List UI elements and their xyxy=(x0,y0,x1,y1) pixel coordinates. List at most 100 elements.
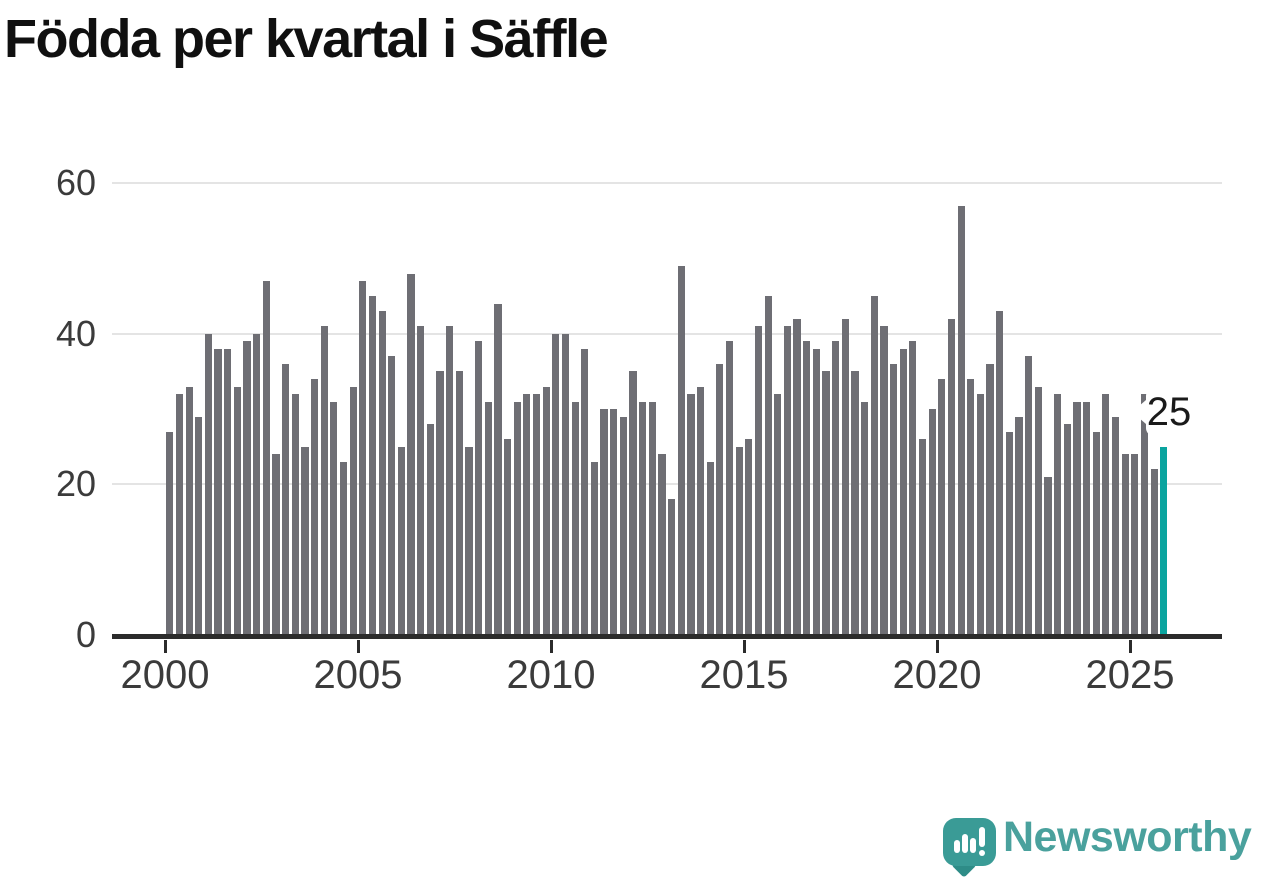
bar-2010-q1 xyxy=(552,333,560,635)
x-tick-2025 xyxy=(1128,640,1132,653)
bar-2021-q4 xyxy=(1005,431,1013,635)
bar-2019-q1 xyxy=(899,348,907,635)
bar-2001-q4 xyxy=(233,386,241,635)
bar-2006-q1 xyxy=(397,446,405,635)
bar-2002-q1 xyxy=(243,341,251,635)
bar-2003-q1 xyxy=(282,363,290,635)
bar-2004-q4 xyxy=(349,386,357,635)
bar-2008-q4 xyxy=(503,439,512,635)
bar-2004-q2 xyxy=(330,401,338,635)
x-tick-2005 xyxy=(356,640,360,653)
x-axis-label-2005: 2005 xyxy=(313,653,403,697)
bar-2016-q4 xyxy=(812,348,820,635)
bar-2002-q3 xyxy=(262,281,270,635)
bar-2020-q4 xyxy=(967,378,975,635)
bar-2018-q2 xyxy=(870,296,878,635)
bar-2005-q2 xyxy=(368,296,377,635)
x-axis-line xyxy=(112,634,1222,639)
bar-2023-q4 xyxy=(1082,401,1091,635)
x-tick-2000 xyxy=(163,640,167,653)
chart-title: Födda per kvartal i Säffle xyxy=(4,9,609,69)
bar-2004-q3 xyxy=(339,461,348,635)
y-axis-label-40: 40 xyxy=(55,312,96,354)
bar-2023-q2 xyxy=(1063,424,1071,635)
bar-2006-q2 xyxy=(407,273,415,635)
bar-2008-q3 xyxy=(494,303,502,635)
bar-2002-q2 xyxy=(253,333,261,635)
x-axis-label-2025: 2025 xyxy=(1085,653,1175,697)
logo-chart-bar-icon xyxy=(970,838,976,853)
latest-value-label: 25 xyxy=(1146,388,1192,436)
bar-2009-q2 xyxy=(523,394,531,635)
bar-2009-q4 xyxy=(542,386,550,635)
bar-2009-q3 xyxy=(532,394,541,635)
bar-2022-q1 xyxy=(1015,416,1023,635)
bar-2005-q1 xyxy=(359,281,367,635)
x-axis-label-2000: 2000 xyxy=(120,653,210,697)
bar-2010-q2 xyxy=(561,333,570,635)
bar-2007-q1 xyxy=(436,371,444,635)
x-tick-2015 xyxy=(742,640,746,653)
bar-2007-q2 xyxy=(446,326,454,635)
bar-2002-q4 xyxy=(272,454,280,635)
bar-2007-q3 xyxy=(455,371,463,635)
bar-2016-q1 xyxy=(783,326,791,635)
bar-2014-q4 xyxy=(735,446,743,635)
bar-2007-q4 xyxy=(465,446,473,635)
logo-chart-bar-icon xyxy=(962,834,968,853)
gridline-20 xyxy=(112,483,1222,486)
bar-2021-q2 xyxy=(986,363,994,635)
bar-2014-q1 xyxy=(706,461,714,635)
bar-2015-q2 xyxy=(754,326,763,635)
bar-2019-q4 xyxy=(928,409,936,635)
x-axis-label-2020: 2020 xyxy=(892,653,982,697)
bar-2022-q3 xyxy=(1034,386,1042,635)
x-axis-label-2010: 2010 xyxy=(506,653,596,697)
bar-2001-q3 xyxy=(224,348,232,635)
bar-2008-q1 xyxy=(475,341,483,635)
bar-2014-q2 xyxy=(716,363,724,635)
bar-2025-q2 xyxy=(1140,394,1149,635)
x-axis-label-2015: 2015 xyxy=(699,653,789,697)
bar-2017-q1 xyxy=(822,371,830,635)
bar-2025-q4 xyxy=(1160,446,1168,635)
bar-2003-q3 xyxy=(301,446,309,635)
bar-2000-q4 xyxy=(195,416,203,635)
gridline-60 xyxy=(112,182,1222,185)
bar-2022-q2 xyxy=(1025,356,1033,635)
logo-bubble-body xyxy=(943,818,996,866)
bar-2021-q3 xyxy=(996,311,1004,635)
y-axis-label-60: 60 xyxy=(55,162,96,204)
bar-2014-q3 xyxy=(725,341,734,635)
bar-2012-q4 xyxy=(658,454,666,635)
bar-2000-q3 xyxy=(185,386,193,635)
y-axis-label-0: 0 xyxy=(75,614,96,655)
bar-2001-q1 xyxy=(204,333,212,635)
bar-2024-q2 xyxy=(1102,394,1110,635)
bar-2003-q4 xyxy=(310,378,319,635)
bar-2015-q3 xyxy=(764,296,772,635)
bar-2018-q1 xyxy=(861,401,869,635)
bar-2017-q2 xyxy=(832,341,840,635)
bar-2013-q1 xyxy=(668,499,676,635)
bar-2005-q3 xyxy=(378,311,386,635)
bar-2020-q2 xyxy=(947,318,956,635)
bar-2019-q3 xyxy=(918,439,927,635)
bar-2011-q2 xyxy=(600,409,608,635)
logo-text: Newsworthy xyxy=(1003,813,1252,861)
bar-2022-q4 xyxy=(1044,476,1052,635)
bar-2016-q3 xyxy=(803,341,811,635)
logo-exclamation-dot-icon xyxy=(979,850,985,856)
bar-2018-q4 xyxy=(889,363,898,635)
bar-2019-q2 xyxy=(909,341,917,635)
bar-2021-q1 xyxy=(976,394,984,635)
bar-2012-q3 xyxy=(648,401,656,635)
bar-2015-q4 xyxy=(774,394,782,635)
logo-exclamation-icon xyxy=(979,827,985,847)
bar-2013-q2 xyxy=(677,266,685,635)
bar-2023-q1 xyxy=(1054,394,1062,635)
bar-2025-q1 xyxy=(1131,454,1139,635)
bar-2004-q1 xyxy=(320,326,328,635)
bar-2015-q1 xyxy=(745,439,753,635)
